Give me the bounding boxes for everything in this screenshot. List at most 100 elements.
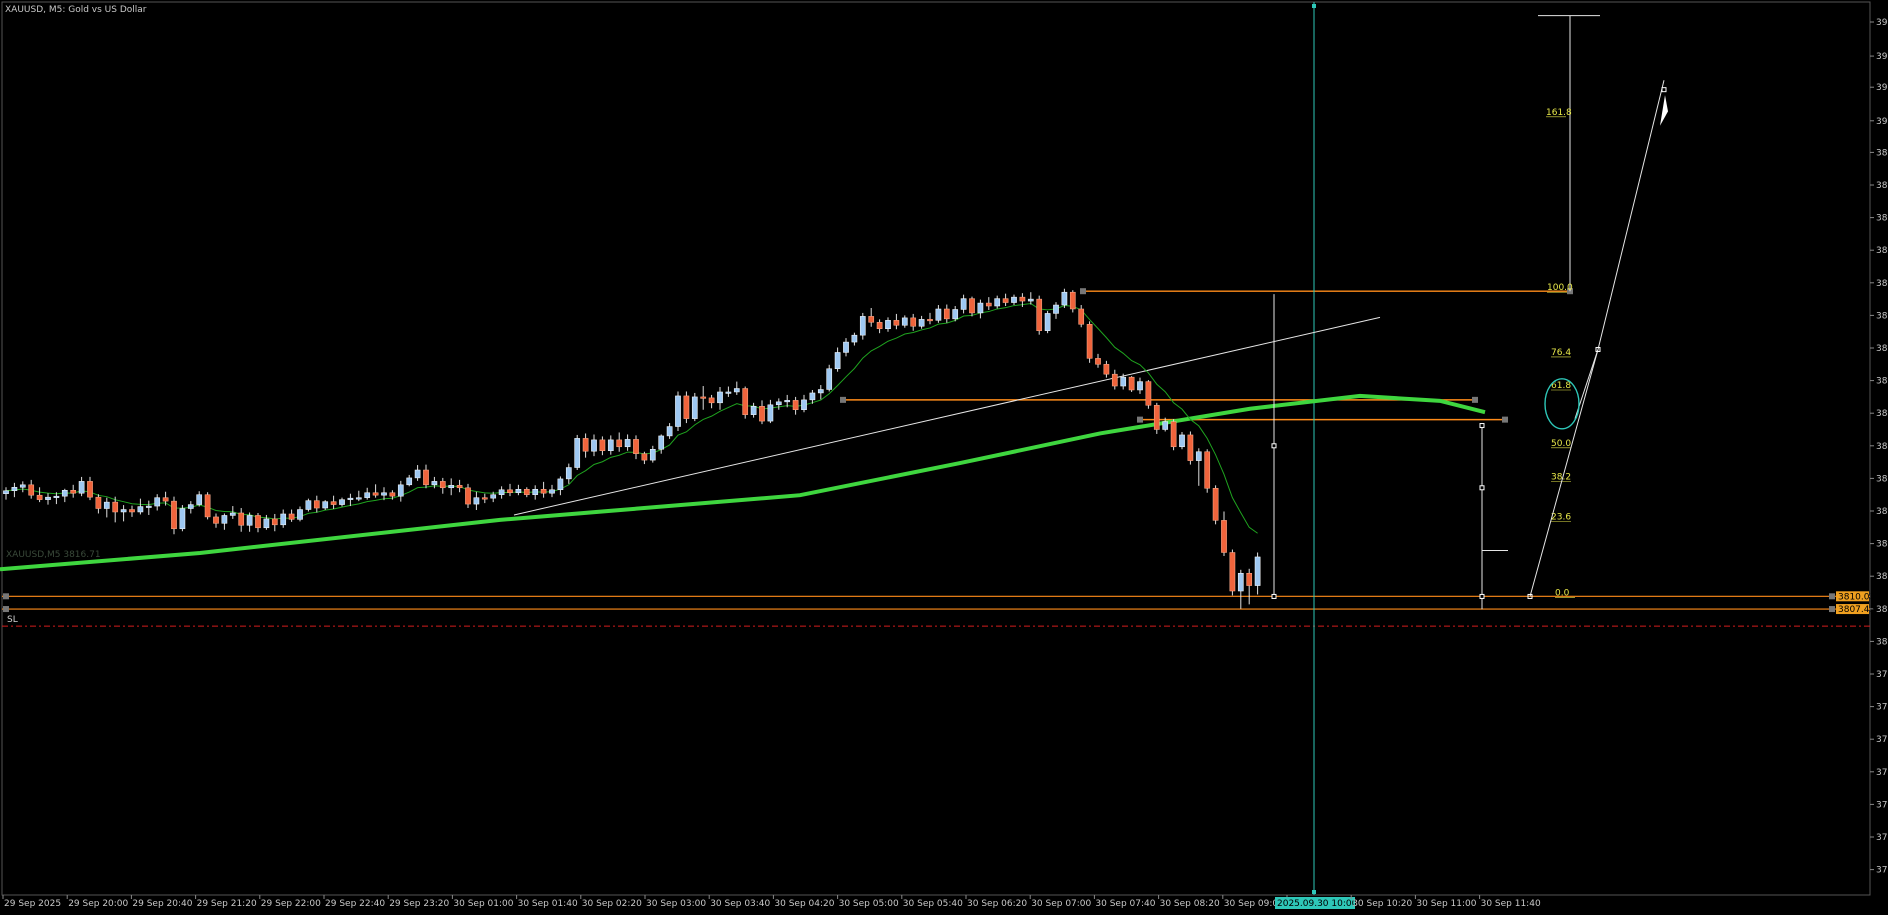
price-tick-label: 3781.10	[1876, 735, 1888, 745]
candle-body-bull	[347, 497, 354, 500]
candle-body-bear	[683, 395, 690, 419]
candle-body-bull	[960, 298, 967, 310]
level-b-handle-left[interactable]	[3, 606, 9, 613]
candle	[927, 312, 933, 325]
projection-handle[interactable]	[1595, 346, 1601, 352]
level-a-handle-left[interactable]	[3, 593, 9, 600]
candle	[717, 387, 723, 410]
candle	[859, 312, 866, 340]
candle-body-bear	[1221, 520, 1227, 553]
level-b-handle-right[interactable]	[1829, 606, 1835, 613]
candle	[87, 476, 93, 501]
measure-handle[interactable]	[1271, 593, 1277, 599]
candle	[347, 493, 354, 507]
candle-body-bear	[213, 516, 219, 524]
candle-body-bear	[893, 320, 900, 326]
candle-body-bull	[397, 484, 404, 497]
candle	[658, 434, 665, 454]
candle-body-bull	[196, 494, 203, 505]
price-tick-label: 3880.10	[1876, 246, 1888, 256]
candle-body-bear	[582, 438, 589, 452]
candle	[1053, 302, 1059, 319]
projection-handle[interactable]	[1527, 593, 1533, 599]
price-tick-label: 3800.90	[1876, 637, 1888, 647]
price-tick-label: 3833.90	[1876, 474, 1888, 484]
price-tick-label: 3873.50	[1876, 279, 1888, 289]
candle	[36, 487, 43, 503]
candle-body-bear	[876, 322, 883, 329]
candle	[1162, 417, 1169, 432]
candle-body-bear	[540, 489, 547, 494]
measure-handle[interactable]	[1479, 423, 1485, 429]
trend-line[interactable]	[513, 316, 1381, 516]
candle	[1212, 485, 1219, 525]
candle	[28, 479, 35, 499]
candle	[322, 500, 329, 511]
candle	[1078, 305, 1085, 328]
candle-body-bear	[171, 500, 177, 530]
candle-body-bull	[322, 501, 329, 509]
candle-body-bull	[280, 513, 287, 526]
candle	[498, 486, 505, 499]
candle-body-bear	[95, 496, 102, 509]
candle	[280, 509, 287, 528]
candle-body-bull	[1044, 313, 1051, 331]
candle-body-bull	[565, 467, 572, 480]
candle-body-bull	[1195, 451, 1202, 461]
fib-level-label: 38.2	[1551, 472, 1571, 482]
mid-resistance-line-handle[interactable]	[1472, 396, 1478, 403]
candle-body-bull	[557, 478, 564, 491]
lower-resistance-line-handle[interactable]	[1137, 416, 1143, 423]
time-tick-label: 30 Sep 11:40	[1481, 899, 1541, 909]
candle-body-bear	[1153, 405, 1160, 430]
price-tick-label: 3761.30	[1876, 833, 1888, 843]
candle-body-bull	[473, 497, 480, 505]
price-tick-label: 3774.50	[1876, 768, 1888, 778]
vertical-cursor-handle[interactable]	[1312, 4, 1316, 8]
measure-handle[interactable]	[1479, 485, 1485, 491]
candle	[801, 394, 807, 413]
candle	[1137, 377, 1143, 394]
candle-body-bull	[607, 439, 614, 451]
candle-body-bull	[221, 515, 228, 524]
vertical-cursor-handle[interactable]	[1312, 890, 1316, 894]
candle	[582, 433, 589, 458]
candle-body-bull	[549, 489, 555, 494]
candle	[70, 484, 77, 498]
measure-handle[interactable]	[1479, 593, 1485, 599]
candle-body-bear	[70, 490, 77, 494]
candle	[1011, 294, 1017, 306]
candle-body-bear	[1019, 296, 1026, 302]
price-tick-label: 3853.70	[1876, 377, 1888, 387]
fib-level-label: 100.0	[1547, 283, 1573, 293]
candle	[1095, 353, 1101, 368]
candle	[733, 381, 740, 395]
candle	[439, 477, 446, 494]
candle-body-bull	[364, 492, 371, 498]
candle-body-bull	[498, 489, 505, 495]
candle	[213, 513, 219, 528]
time-tick-label: 29 Sep 23:20	[389, 899, 449, 909]
time-tick-label: 30 Sep 03:00	[646, 899, 706, 909]
price-tick-label: 3886.70	[1876, 214, 1888, 224]
price-tick-label: 3767.90	[1876, 800, 1888, 810]
fib-level-label: 61.8	[1551, 381, 1571, 391]
candle	[1069, 290, 1076, 313]
candle-body-bear	[1069, 291, 1076, 310]
candle-body-bull	[649, 449, 656, 461]
candle	[162, 491, 169, 506]
highlight-ellipse[interactable]	[1544, 378, 1580, 430]
candle-body-bull	[1237, 572, 1244, 592]
lower-resistance-line-handle[interactable]	[1502, 416, 1508, 423]
candle-body-bull	[1027, 298, 1034, 302]
candle-body-bear	[1078, 308, 1085, 325]
candle-body-bear	[1212, 488, 1219, 521]
candle-body-bear	[943, 308, 950, 320]
measure-handle[interactable]	[1271, 443, 1277, 449]
level-a-handle-right[interactable]	[1829, 593, 1835, 600]
mid-resistance-line-handle[interactable]	[840, 396, 846, 403]
top-resistance-line-handle[interactable]	[1080, 288, 1086, 295]
candle-body-bear	[112, 501, 119, 513]
projection-handle[interactable]	[1661, 87, 1667, 93]
level-a-price-label: 3810.03	[1838, 592, 1875, 602]
